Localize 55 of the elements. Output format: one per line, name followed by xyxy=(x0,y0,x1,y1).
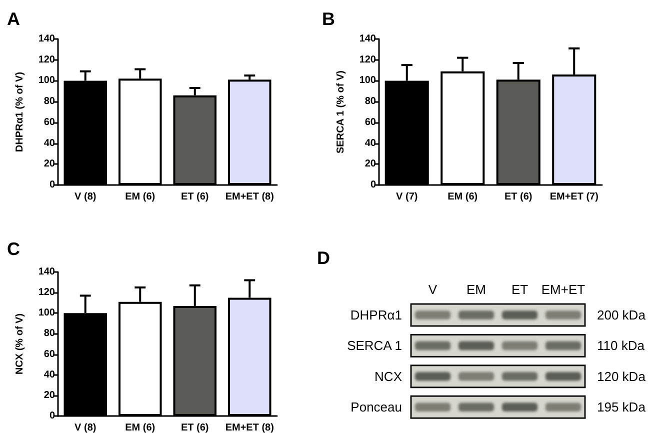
y-tick-label: 0 xyxy=(370,180,376,190)
y-axis-title: SERCA 1 (% of V) xyxy=(336,70,346,154)
x-tick-label: EM+ET (8) xyxy=(225,422,274,433)
category-label: 110 kDa xyxy=(597,338,644,354)
y-tick-label: 40 xyxy=(44,138,56,149)
y-tick-label: 100 xyxy=(359,75,376,86)
category-label: DHPRα1 xyxy=(350,308,402,322)
category-label: EM xyxy=(466,282,486,297)
category-label: 200 kDa xyxy=(597,308,646,322)
y-tick-label: 20 xyxy=(44,390,56,401)
y-tick-label: 20 xyxy=(364,158,376,170)
y-tick-label: 60 xyxy=(44,116,56,128)
text: D xyxy=(317,248,330,268)
x-tick-label: EM+ET (8) xyxy=(225,192,274,202)
category-label: Ponceau xyxy=(350,400,402,415)
x-tick-label: V (7) xyxy=(396,192,418,202)
x-tick-label: EM (6) xyxy=(448,192,478,202)
y-tick-label: 0 xyxy=(49,410,56,422)
y-tick-label: 140 xyxy=(38,34,56,44)
category-label: 195 kDa xyxy=(597,400,646,415)
category-label: V xyxy=(428,282,438,297)
x-tick-label: ET (6) xyxy=(180,422,209,433)
y-tick-label: 120 xyxy=(38,54,56,66)
x-tick-label: ET (6) xyxy=(180,192,209,202)
y-tick-label: 140 xyxy=(38,266,56,278)
x-tick-label: EM (6) xyxy=(125,422,156,433)
x-tick-label: V (8) xyxy=(74,422,96,433)
x-tick-label: V (8) xyxy=(74,192,96,202)
y-tick-label: 40 xyxy=(364,138,376,149)
x-tick-label: EM+ET (7) xyxy=(550,192,598,202)
y-tick-label: 120 xyxy=(359,54,376,66)
x-tick-label: EM (6) xyxy=(125,192,156,202)
category-label: ET xyxy=(511,282,528,297)
y-axis-title: DHPRα1 (% of V) xyxy=(14,72,26,152)
y-tick-label: 40 xyxy=(44,369,56,380)
category-label: 120 kDa xyxy=(597,368,646,384)
y-axis-title: NCX (% of V) xyxy=(14,313,26,375)
y-tick-label: 80 xyxy=(364,96,376,108)
y-tick-label: 100 xyxy=(38,75,56,86)
category-label: NCX xyxy=(374,368,402,384)
chart-title: B xyxy=(322,9,335,29)
y-tick-label: 0 xyxy=(49,180,56,190)
x-tick-label: ET (6) xyxy=(504,192,532,202)
y-tick-label: 100 xyxy=(38,308,56,319)
y-tick-label: 80 xyxy=(44,328,56,340)
y-tick-label: 60 xyxy=(44,348,56,360)
y-tick-label: 20 xyxy=(44,158,56,170)
y-tick-label: 120 xyxy=(38,287,56,298)
y-tick-label: 80 xyxy=(44,96,56,108)
y-tick-label: 60 xyxy=(364,116,376,128)
category-label: SERCA 1 xyxy=(347,338,402,354)
category-label: EM+ET xyxy=(541,282,586,297)
y-tick-label: 140 xyxy=(359,34,376,44)
chart-title: A xyxy=(7,9,20,29)
chart-title: C xyxy=(7,239,20,259)
